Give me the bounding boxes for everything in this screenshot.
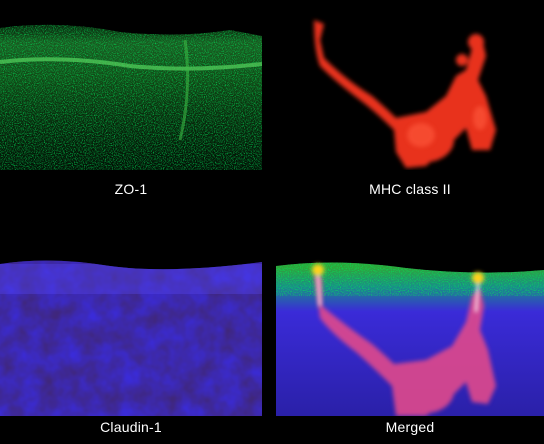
mhc-class-ii-panel xyxy=(276,0,544,170)
merged-caption: Merged xyxy=(385,419,435,435)
mhc-class-ii-image xyxy=(276,0,544,170)
zo1-panel xyxy=(0,0,262,170)
merged-panel xyxy=(276,226,544,416)
zo1-image xyxy=(0,0,262,170)
zo1-caption: ZO-1 xyxy=(114,181,148,197)
claudin-1-panel xyxy=(0,226,262,416)
claudin-1-caption: Claudin-1 xyxy=(100,419,162,435)
claudin-1-image xyxy=(0,226,262,416)
mhc-class-ii-caption: MHC class II xyxy=(369,181,451,197)
merged-image xyxy=(276,226,544,416)
